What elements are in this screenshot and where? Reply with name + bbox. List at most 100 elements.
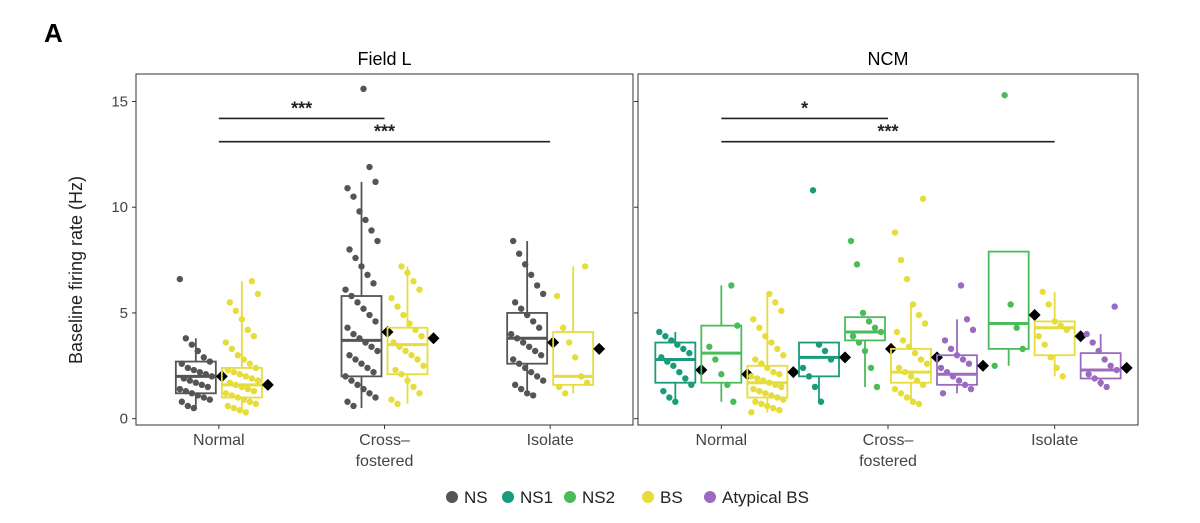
box-ns	[340, 85, 394, 410]
data-point	[919, 381, 927, 389]
data-point	[228, 392, 236, 399]
data-point	[1051, 318, 1058, 325]
data-point	[923, 360, 931, 367]
data-point	[943, 368, 951, 376]
significance-label: ***	[374, 122, 395, 142]
data-point	[178, 360, 186, 367]
data-point	[246, 360, 254, 367]
data-point	[662, 332, 669, 340]
data-point	[372, 394, 379, 401]
box-bs	[386, 263, 440, 408]
data-point	[400, 311, 407, 319]
data-point	[240, 396, 248, 403]
data-point	[809, 187, 817, 194]
data-point	[1001, 91, 1008, 99]
data-point	[1095, 347, 1102, 355]
box-ns2	[987, 91, 1041, 369]
data-point	[724, 381, 731, 389]
data-point	[232, 307, 240, 315]
data-point	[250, 387, 258, 395]
data-point	[414, 356, 421, 363]
panel-title: Field L	[357, 49, 411, 69]
data-point	[815, 341, 823, 348]
data-point	[756, 324, 763, 331]
data-point	[372, 178, 379, 186]
legend-item: NS	[446, 488, 488, 507]
data-point	[706, 343, 713, 350]
data-point	[901, 368, 909, 376]
data-point	[559, 324, 567, 331]
data-point	[776, 371, 783, 378]
data-point	[873, 383, 881, 391]
data-point	[750, 385, 757, 393]
data-point	[346, 352, 353, 359]
data-point	[346, 246, 353, 253]
y-tick-label: 5	[120, 305, 128, 322]
data-point	[236, 371, 244, 378]
data-point	[760, 377, 767, 384]
data-point	[402, 347, 409, 355]
data-point	[416, 286, 423, 293]
box-atypical-bs	[936, 282, 989, 397]
data-point	[758, 360, 765, 367]
data-point	[1045, 301, 1052, 308]
data-point	[718, 371, 725, 378]
data-point	[515, 250, 523, 257]
box-ns2	[844, 237, 897, 391]
data-point	[965, 360, 973, 367]
data-point	[180, 375, 188, 382]
data-point	[911, 349, 919, 357]
data-point	[390, 339, 397, 346]
data-point	[1039, 288, 1046, 295]
data-point	[202, 371, 210, 378]
data-point	[728, 282, 735, 289]
y-tick-label: 0	[120, 411, 128, 428]
data-point	[398, 263, 405, 270]
data-point	[394, 303, 401, 310]
data-point	[198, 381, 206, 389]
data-point	[374, 347, 381, 355]
data-point	[242, 373, 250, 380]
data-point	[666, 394, 673, 401]
data-point	[364, 364, 371, 372]
data-point	[200, 394, 208, 401]
data-point	[855, 339, 863, 346]
data-point	[752, 356, 759, 363]
data-point	[799, 364, 807, 372]
data-point	[764, 364, 771, 372]
box-ns2	[700, 282, 754, 405]
x-tick-label: Normal	[193, 432, 245, 449]
data-point	[778, 383, 785, 391]
data-point	[246, 398, 254, 405]
data-point	[766, 290, 773, 298]
data-point	[196, 368, 204, 376]
data-point	[533, 282, 541, 289]
data-point	[252, 400, 260, 408]
data-point	[921, 320, 929, 327]
data-point	[780, 352, 787, 359]
data-point	[811, 383, 819, 391]
data-point	[1111, 303, 1118, 310]
data-point	[366, 163, 373, 171]
data-point	[230, 368, 238, 376]
data-point	[244, 326, 252, 334]
data-point	[204, 383, 212, 391]
data-point	[748, 409, 755, 416]
data-point	[865, 318, 873, 325]
data-point	[730, 398, 737, 405]
panel-title: NCM	[868, 49, 909, 69]
data-point	[1103, 383, 1110, 391]
data-point	[967, 385, 975, 393]
data-point	[1113, 366, 1120, 374]
x-tick-label: fostered	[356, 453, 414, 470]
data-point	[1085, 371, 1092, 378]
data-point	[750, 316, 757, 323]
data-point	[374, 237, 381, 245]
data-point	[919, 195, 927, 202]
box-bs	[746, 290, 800, 416]
data-point	[358, 360, 365, 367]
data-point	[244, 385, 252, 393]
data-point	[362, 216, 369, 224]
data-point	[780, 396, 787, 403]
